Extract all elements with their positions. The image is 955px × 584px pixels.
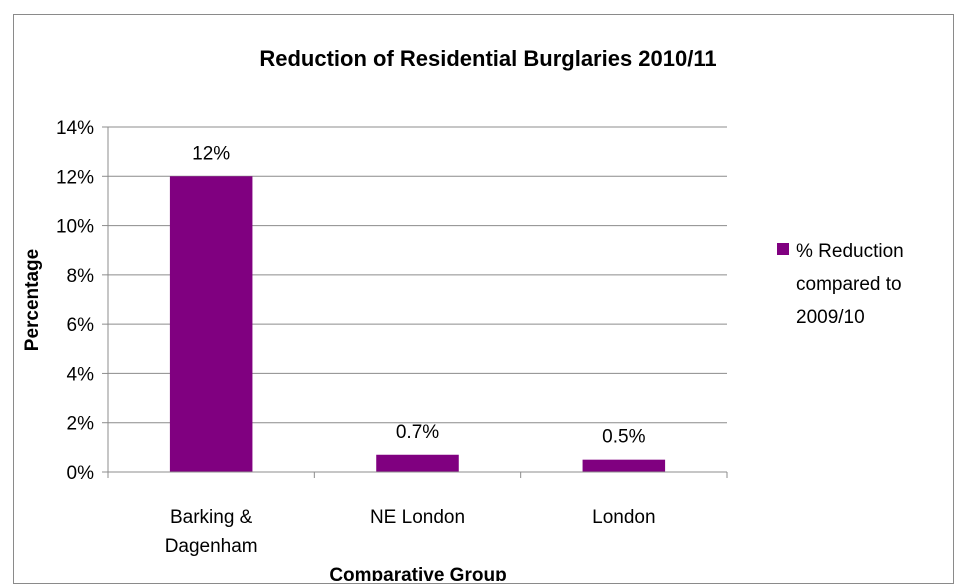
axes [107, 127, 727, 473]
y-tick-label: 14% [56, 118, 94, 139]
y-tick-label: 10% [56, 217, 94, 238]
y-axis-label: Percentage [22, 249, 43, 351]
x-tick-label: London [592, 507, 655, 528]
x-tick-label: Barking & [170, 507, 253, 528]
legend: % Reduction compared to 2009/10 [777, 241, 909, 328]
bars [169, 176, 666, 473]
bar [169, 176, 253, 473]
chart-frame [13, 14, 954, 584]
chart-title: Reduction of Residential Burglaries 2010… [259, 46, 716, 71]
data-label: 12% [192, 143, 230, 164]
y-tick-label: 12% [56, 167, 94, 188]
y-tick-label: 2% [67, 414, 95, 435]
legend-line-3: 2009/10 [796, 307, 865, 328]
legend-line-2: compared to [796, 274, 902, 295]
y-tick-label: 4% [67, 364, 95, 385]
x-tick-label: NE London [370, 507, 465, 528]
y-tick-label: 8% [67, 266, 95, 287]
legend-line-1: % Reduction [796, 241, 904, 262]
x-axis-ticks: Barking & Dagenham NE London London [107, 472, 728, 557]
y-tick-label: 0% [67, 463, 95, 484]
x-axis-label: Comparative Group [329, 565, 506, 581]
data-labels: 12% 0.7% 0.5% [192, 143, 645, 447]
y-axis-ticks: 0% 2% 4% 6% 8% 10% 12% 14% [56, 118, 108, 484]
legend-swatch [777, 243, 789, 255]
legend-label: % Reduction compared to 2009/10 [796, 241, 909, 328]
bar [582, 459, 666, 472]
bar [376, 454, 459, 472]
data-label: 0.5% [602, 427, 645, 448]
data-label: 0.7% [396, 422, 439, 443]
y-tick-label: 6% [67, 315, 95, 336]
x-tick-label: Dagenham [165, 536, 258, 557]
